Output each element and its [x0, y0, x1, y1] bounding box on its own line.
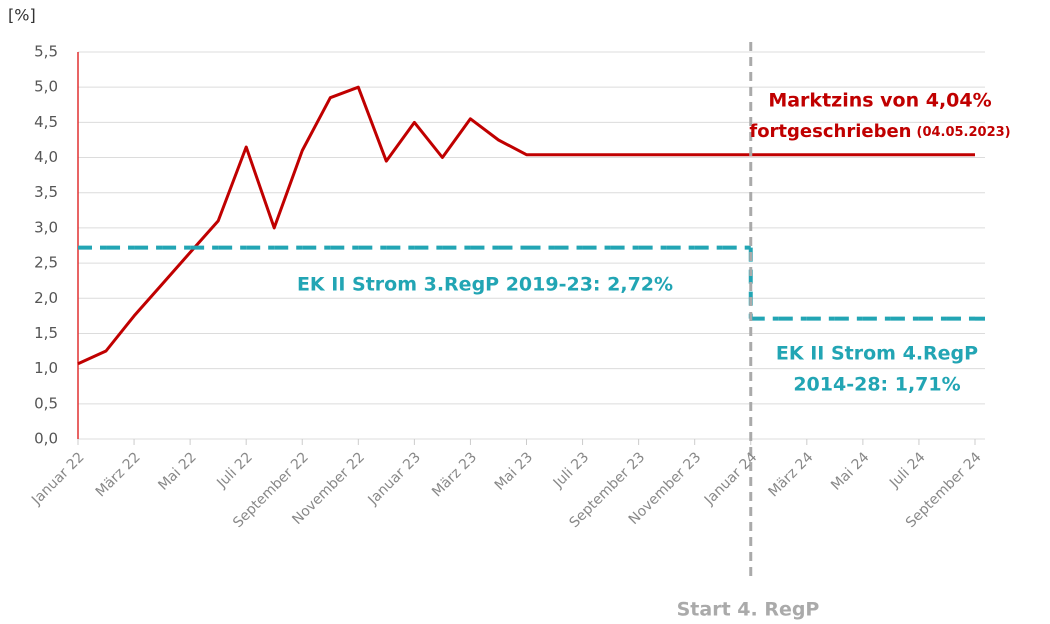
market-date: (04.05.2023) — [917, 125, 1011, 140]
y-axis-label: [%] — [8, 6, 36, 25]
x-tick-label: Juli 24 — [886, 449, 929, 492]
x-tick-label: März 23 — [429, 449, 480, 500]
y-tick-label: 4,0 — [34, 148, 58, 166]
regp3-annotation: EK II Strom 3.RegP 2019-23: 2,72% — [297, 274, 673, 296]
y-tick-label: 3,5 — [34, 183, 58, 201]
y-tick-label: 0,5 — [34, 394, 58, 412]
x-tick-label: Juli 23 — [550, 449, 592, 491]
regp4-annotation: 2014-28: 1,71% — [793, 374, 960, 396]
y-tick-label: 2,5 — [34, 254, 58, 272]
regp4-annotation: EK II Strom 4.RegP — [776, 343, 978, 365]
x-tick-label: März 22 — [93, 449, 144, 500]
y-tick-label: 5,0 — [34, 78, 58, 96]
y-tick-label: 0,0 — [34, 430, 58, 448]
y-tick-label: 2,0 — [34, 289, 58, 307]
y-tick-label: 5,5 — [34, 43, 58, 61]
start-annotation: Start 4. RegP — [677, 599, 820, 621]
x-tick-label: März 24 — [766, 449, 817, 500]
market-annotation: Marktzins von 4,04% — [768, 90, 991, 112]
grid — [77, 51, 985, 445]
market-note-text: fortgeschrieben — [749, 121, 911, 142]
x-tick-label: Januar 23 — [365, 449, 424, 508]
y-tick-label: 4,5 — [34, 113, 58, 131]
x-tick-label: Mai 22 — [155, 449, 199, 493]
y-tick-label: 1,5 — [34, 324, 58, 342]
market-note: fortgeschrieben (04.05.2023) — [749, 121, 1010, 142]
x-tick-label: Mai 24 — [828, 449, 872, 493]
y-tick-label: 1,0 — [34, 359, 58, 377]
x-tick-label: Juli 22 — [213, 449, 255, 491]
market-rate-line — [77, 85, 975, 366]
y-tick-label: 3,0 — [34, 218, 58, 236]
x-tick-label: Mai 23 — [492, 449, 536, 493]
marks — [77, 42, 985, 582]
x-tick-label: Januar 22 — [28, 449, 87, 508]
